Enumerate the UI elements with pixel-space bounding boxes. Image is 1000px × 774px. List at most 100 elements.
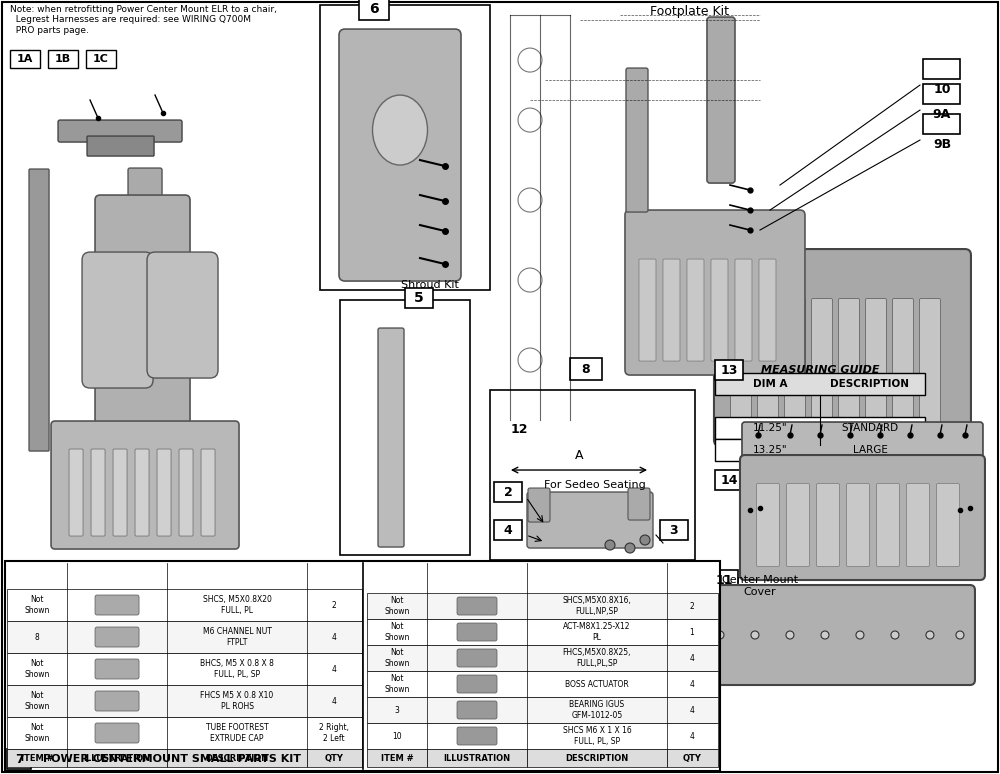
Bar xyxy=(715,439,925,461)
Text: 8: 8 xyxy=(582,362,590,375)
Bar xyxy=(10,50,40,68)
Text: 6: 6 xyxy=(369,2,379,16)
FancyBboxPatch shape xyxy=(95,195,190,485)
Text: QTY: QTY xyxy=(683,754,702,762)
Text: 9A: 9A xyxy=(933,108,951,121)
Text: STANDARD: STANDARD xyxy=(841,423,899,433)
FancyBboxPatch shape xyxy=(29,169,49,451)
FancyBboxPatch shape xyxy=(757,299,778,432)
Text: Note: when retrofitting Power Center Mount ELR to a chair,
  Legrest Harnesses a: Note: when retrofitting Power Center Mou… xyxy=(10,5,277,35)
Circle shape xyxy=(625,543,635,553)
FancyBboxPatch shape xyxy=(95,595,139,615)
Text: TUBE FOOTREST
EXTRUDE CAP: TUBE FOOTREST EXTRUDE CAP xyxy=(206,724,268,743)
Text: 4: 4 xyxy=(332,665,336,673)
FancyBboxPatch shape xyxy=(579,488,598,552)
Bar xyxy=(494,520,522,540)
Text: 5: 5 xyxy=(414,291,424,305)
Bar xyxy=(307,749,362,767)
Bar xyxy=(367,645,718,671)
FancyBboxPatch shape xyxy=(707,17,735,183)
FancyBboxPatch shape xyxy=(735,259,752,361)
FancyBboxPatch shape xyxy=(58,120,182,142)
FancyBboxPatch shape xyxy=(714,249,971,446)
Text: 14: 14 xyxy=(720,474,738,487)
FancyBboxPatch shape xyxy=(892,299,913,432)
Bar xyxy=(7,621,362,653)
Bar xyxy=(667,749,718,767)
Text: LARGE: LARGE xyxy=(853,445,887,455)
Text: Not
Shown: Not Shown xyxy=(24,724,50,743)
Bar xyxy=(359,0,389,20)
Text: 2: 2 xyxy=(504,485,512,498)
Bar xyxy=(340,300,470,555)
Text: BEARING IGUS
GFM-1012-05: BEARING IGUS GFM-1012-05 xyxy=(569,700,625,720)
FancyBboxPatch shape xyxy=(756,484,779,567)
Text: Not
Shown: Not Shown xyxy=(384,622,410,642)
FancyBboxPatch shape xyxy=(201,449,215,536)
Circle shape xyxy=(751,631,759,639)
FancyBboxPatch shape xyxy=(786,484,809,567)
Bar xyxy=(5,561,720,771)
Bar xyxy=(715,360,743,380)
Bar xyxy=(923,84,960,104)
Text: SHCS, M5X0.8X20
FULL, PL: SHCS, M5X0.8X20 FULL, PL xyxy=(203,595,271,615)
Text: 3: 3 xyxy=(670,523,678,536)
Text: Not
Shown: Not Shown xyxy=(24,691,50,711)
Bar xyxy=(710,570,738,590)
Text: Not
Shown: Not Shown xyxy=(384,596,410,615)
Text: 3: 3 xyxy=(395,706,399,714)
FancyBboxPatch shape xyxy=(528,488,550,522)
Bar xyxy=(715,417,925,439)
Text: Not
Shown: Not Shown xyxy=(24,595,50,615)
FancyBboxPatch shape xyxy=(876,484,899,567)
FancyBboxPatch shape xyxy=(557,488,576,552)
Text: ITEM #: ITEM # xyxy=(21,754,53,762)
Bar xyxy=(320,5,490,290)
Text: 4: 4 xyxy=(690,680,694,689)
FancyBboxPatch shape xyxy=(457,597,497,615)
FancyBboxPatch shape xyxy=(157,449,171,536)
FancyBboxPatch shape xyxy=(457,701,497,719)
Bar xyxy=(494,482,522,502)
Bar xyxy=(367,593,718,619)
Bar xyxy=(923,59,960,79)
Text: Shroud Kit: Shroud Kit xyxy=(401,280,459,290)
Circle shape xyxy=(821,631,829,639)
Bar xyxy=(490,390,695,560)
Text: 2 Right,
2 Left: 2 Right, 2 Left xyxy=(319,724,349,743)
Text: DESCRIPTION: DESCRIPTION xyxy=(205,754,269,762)
Text: Not
Shown: Not Shown xyxy=(384,674,410,694)
Text: ITEM #: ITEM # xyxy=(381,754,413,762)
FancyBboxPatch shape xyxy=(378,328,404,547)
Text: 13: 13 xyxy=(720,364,738,376)
Bar xyxy=(427,749,527,767)
FancyBboxPatch shape xyxy=(846,484,869,567)
Text: 10: 10 xyxy=(933,83,951,95)
FancyBboxPatch shape xyxy=(919,299,940,432)
Text: Not
Shown: Not Shown xyxy=(24,659,50,679)
Bar xyxy=(7,749,31,769)
Text: Footplate Kit: Footplate Kit xyxy=(650,5,729,18)
Circle shape xyxy=(786,631,794,639)
Text: 11: 11 xyxy=(715,574,733,587)
FancyBboxPatch shape xyxy=(51,421,239,549)
Text: QTY: QTY xyxy=(325,754,344,762)
FancyBboxPatch shape xyxy=(457,727,497,745)
Bar xyxy=(167,749,307,767)
FancyBboxPatch shape xyxy=(513,488,532,552)
FancyBboxPatch shape xyxy=(87,136,154,156)
Text: DESCRIPTION: DESCRIPTION xyxy=(565,754,629,762)
FancyBboxPatch shape xyxy=(95,659,139,679)
Text: 4: 4 xyxy=(504,523,512,536)
Text: 11.25": 11.25" xyxy=(753,423,787,433)
Bar xyxy=(86,50,116,68)
FancyBboxPatch shape xyxy=(95,627,139,647)
FancyBboxPatch shape xyxy=(705,585,975,685)
FancyBboxPatch shape xyxy=(838,299,859,432)
Bar xyxy=(405,288,433,308)
FancyBboxPatch shape xyxy=(95,723,139,743)
FancyBboxPatch shape xyxy=(69,449,83,536)
FancyBboxPatch shape xyxy=(527,492,653,548)
Text: 4: 4 xyxy=(690,706,694,714)
Circle shape xyxy=(891,631,899,639)
